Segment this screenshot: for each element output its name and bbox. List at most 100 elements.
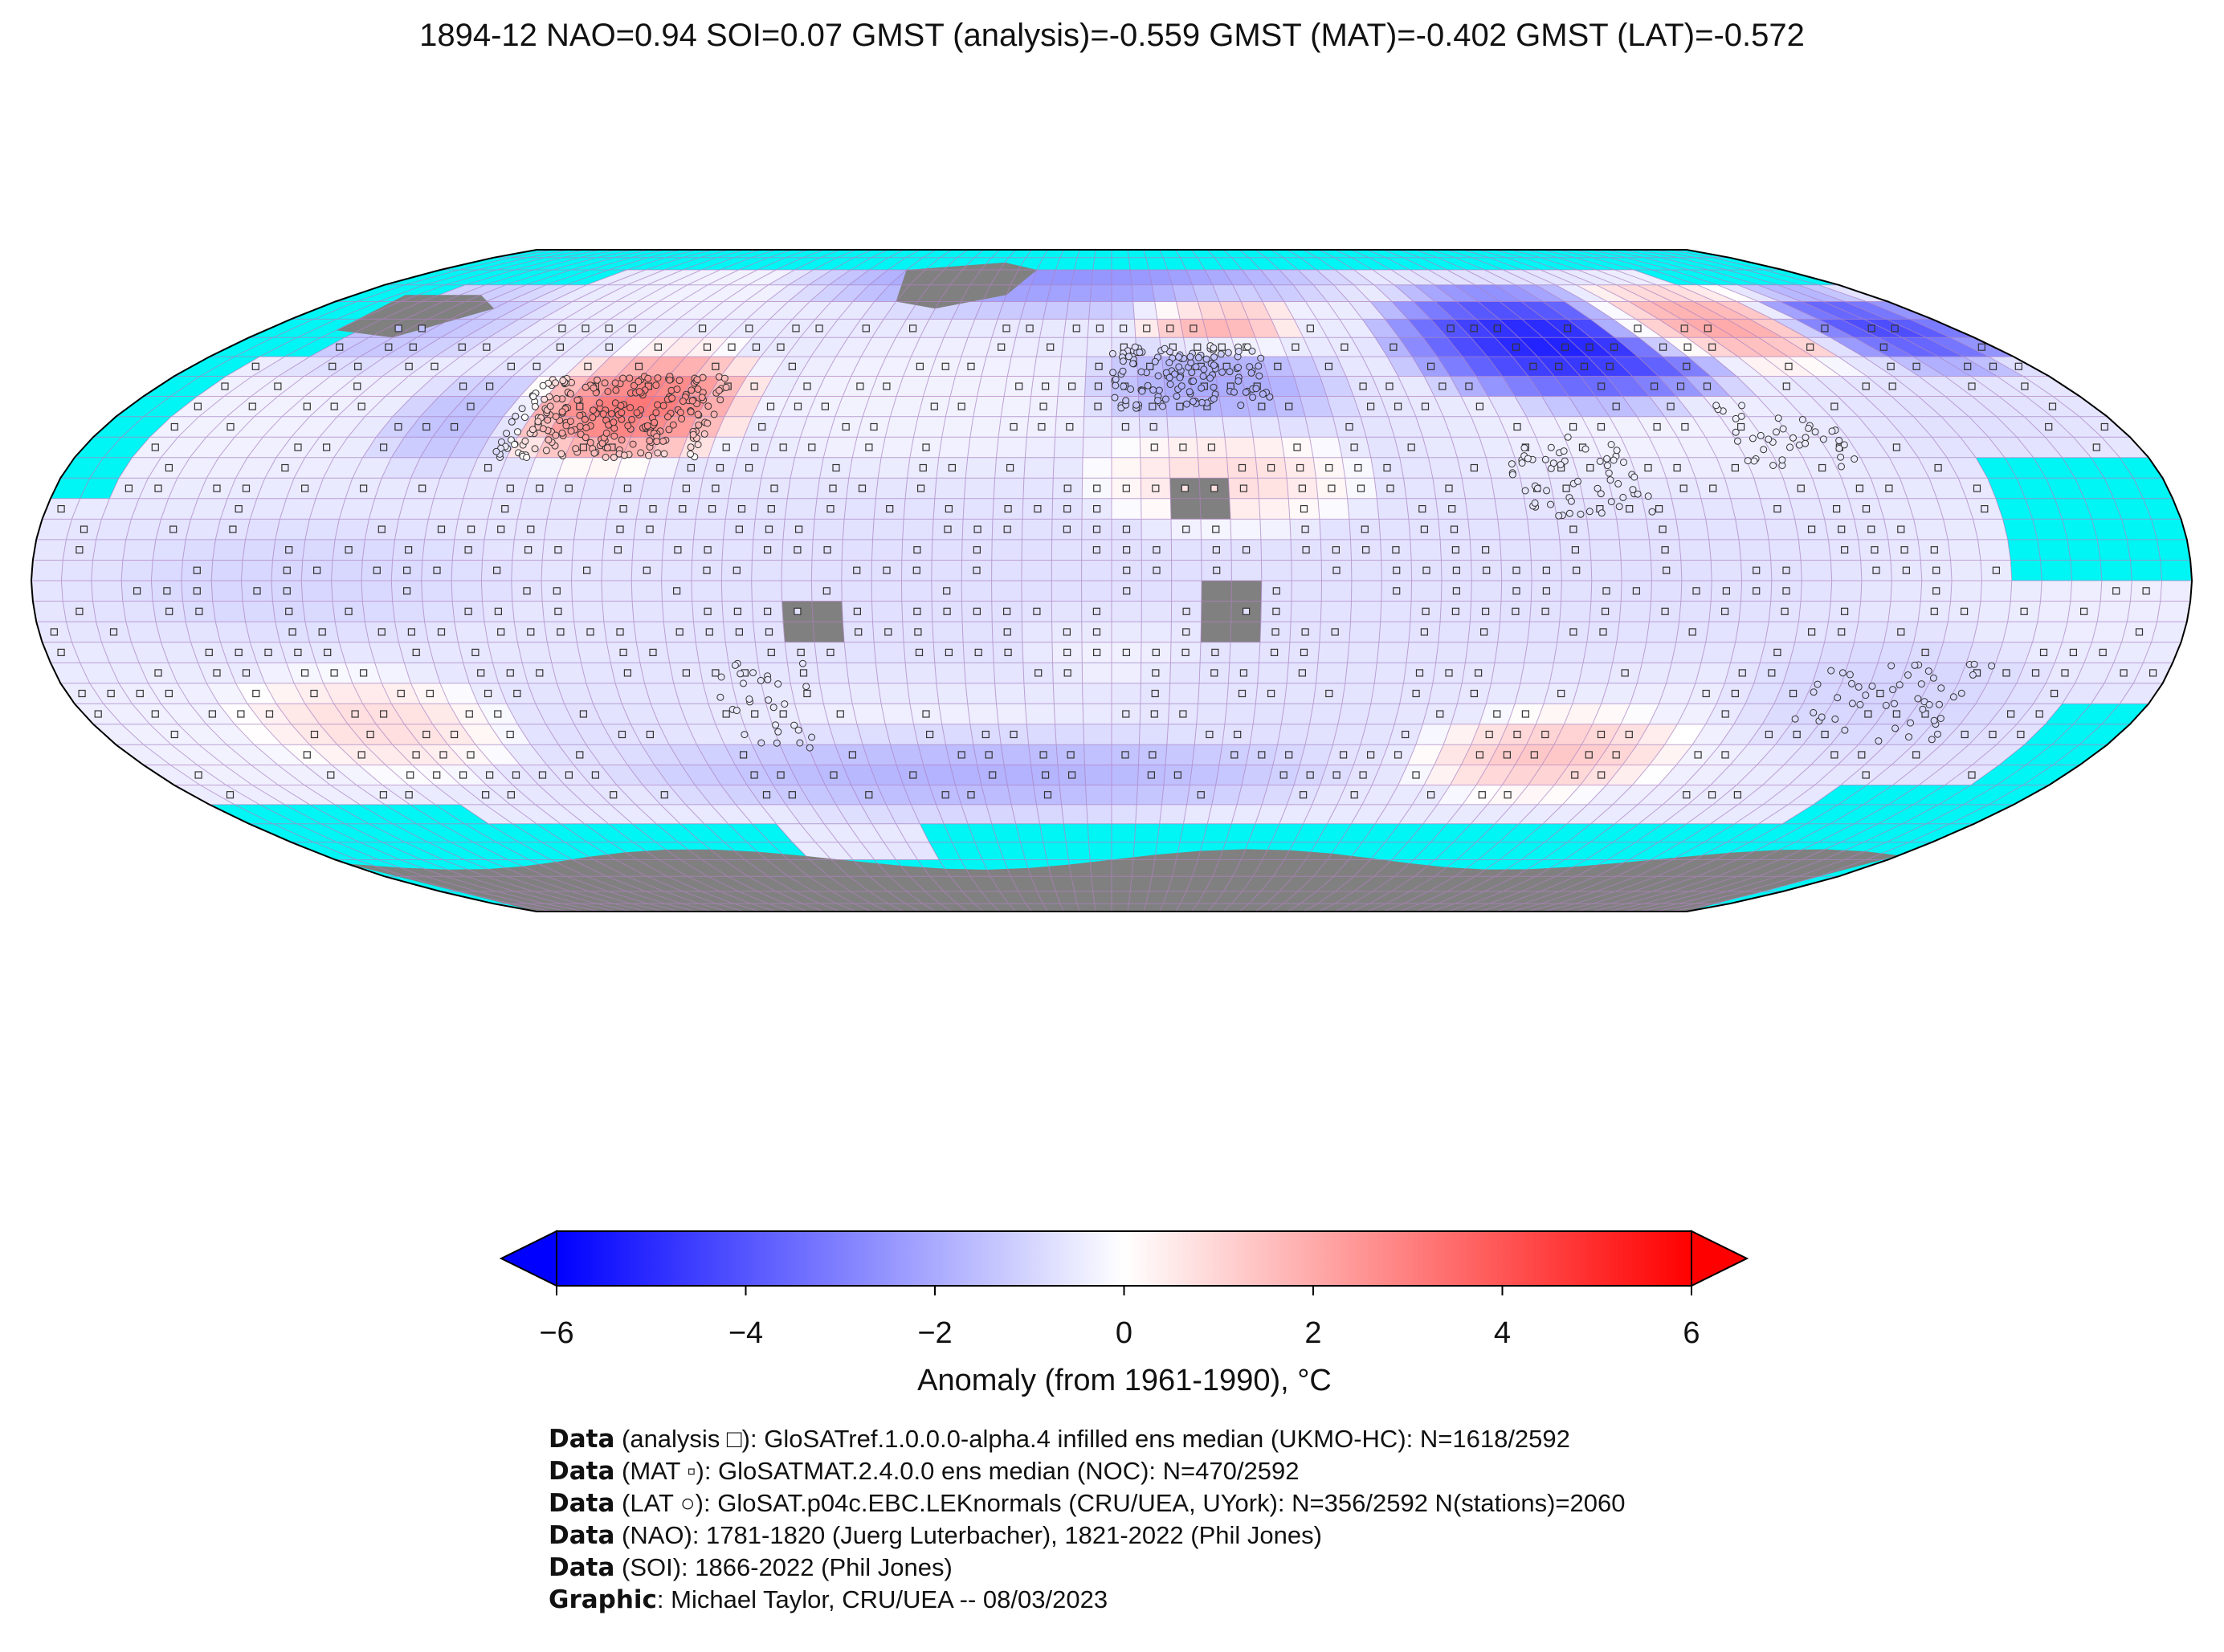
- anomaly-cell: [386, 376, 435, 397]
- anomaly-cell: [667, 270, 720, 285]
- anomaly-cell: [1801, 560, 1832, 581]
- mat-station-marker: [538, 771, 547, 779]
- anomaly-cell: [1231, 804, 1263, 824]
- lat-station-marker: [1802, 439, 1810, 447]
- anomaly-cell: [1273, 284, 1306, 302]
- lat-station-marker: [1607, 498, 1615, 506]
- anomaly-cell: [2097, 601, 2131, 622]
- anomaly-cell: [1950, 581, 1982, 602]
- anomaly-cell: [687, 270, 739, 285]
- colorbar-tick-label: 2: [1304, 1316, 1321, 1350]
- lat-station-marker: [552, 431, 560, 439]
- mat-station-marker: [1072, 324, 1080, 332]
- mat-station-marker: [163, 587, 171, 595]
- lat-station-marker: [1210, 383, 1218, 391]
- credit-line-analysis: Data (analysis □): GloSATref.1.0.0.0-alp…: [549, 1425, 1570, 1454]
- anomaly-cell: [871, 539, 903, 561]
- anomaly-cell: [1487, 396, 1527, 417]
- anomaly-cell: [1730, 498, 1765, 520]
- anomaly-cell: [428, 642, 463, 663]
- anomaly-cell: [610, 804, 657, 824]
- mat-station-marker: [2051, 689, 2059, 698]
- lat-station-marker: [1838, 463, 1845, 471]
- mat-station-marker: [1383, 463, 1391, 472]
- anomaly-cell: [1253, 437, 1285, 458]
- anomaly-cell: [1943, 519, 1978, 540]
- mat-station-marker: [735, 525, 744, 533]
- mat-station-marker: [704, 607, 712, 615]
- anomaly-cell: [1540, 270, 1597, 285]
- anomaly-cell: [1705, 519, 1739, 540]
- lat-station-marker: [572, 445, 580, 453]
- anomaly-cell: [1945, 744, 1997, 765]
- anomaly-cell: [1543, 804, 1588, 824]
- anomaly-cell: [1051, 601, 1082, 622]
- mat-station-marker: [310, 689, 318, 698]
- anomaly-cell: [1422, 804, 1463, 824]
- mat-station-marker: [1992, 566, 2000, 574]
- anomaly-cell: [1316, 270, 1354, 285]
- mat-station-marker: [1555, 362, 1563, 370]
- anomaly-cell: [1524, 642, 1557, 663]
- lat-station-marker: [1828, 427, 1836, 435]
- anomaly-cell: [161, 642, 198, 663]
- anomaly-cell: [1526, 416, 1565, 438]
- anomaly-cell: [776, 823, 815, 842]
- lat-station-marker: [678, 415, 686, 422]
- anomaly-cell: [1112, 284, 1133, 302]
- anomaly-cell: [247, 437, 292, 458]
- lat-station-marker: [529, 393, 537, 401]
- anomaly-cell: [1136, 785, 1164, 805]
- mat-station-marker: [336, 343, 344, 351]
- anomaly-cell: [1651, 301, 1704, 320]
- mat-station-marker: [151, 710, 159, 718]
- mat-station-marker: [1003, 628, 1011, 636]
- mat-station-marker: [1436, 710, 1444, 718]
- anomaly-cell: [1637, 663, 1672, 683]
- lat-station-marker: [1210, 395, 1218, 403]
- anomaly-cell: [1572, 683, 1608, 704]
- mat-station-marker: [1733, 791, 1741, 799]
- anomaly-cell: [1277, 416, 1310, 438]
- anomaly-cell: [1083, 744, 1112, 765]
- anomaly-cell: [724, 301, 767, 320]
- anomaly-cell: [1676, 396, 1720, 417]
- mat-station-marker: [151, 443, 159, 451]
- anomaly-cell: [1443, 416, 1479, 438]
- mat-station-marker: [1921, 648, 1929, 657]
- anomaly-cell: [1860, 581, 1892, 602]
- mat-station-marker: [2092, 443, 2100, 451]
- anomaly-cell: [356, 357, 410, 377]
- anomaly-cell: [1428, 683, 1463, 704]
- anomaly-cell: [1737, 284, 1802, 302]
- mat-station-marker: [973, 546, 981, 554]
- anomaly-cell: [362, 539, 395, 561]
- anomaly-cell: [1972, 396, 2025, 417]
- anomaly-cell: [547, 498, 582, 520]
- lat-station-marker: [590, 384, 598, 392]
- anomaly-cell: [1333, 284, 1371, 302]
- anomaly-cell: [1001, 396, 1031, 417]
- mat-station-marker: [1063, 484, 1071, 492]
- mat-station-marker: [133, 587, 141, 595]
- anomaly-cell: [885, 724, 918, 745]
- anomaly-cell: [877, 785, 912, 805]
- anomaly-cell: [581, 478, 615, 499]
- anomaly-cell: [275, 704, 320, 724]
- anomaly-cell: [1867, 765, 1919, 785]
- anomaly-cell: [1372, 765, 1408, 785]
- mat-station-marker: [1293, 443, 1301, 451]
- anomaly-cell: [968, 319, 998, 338]
- anomaly-cell: [1677, 284, 1737, 302]
- mat-station-marker: [494, 607, 503, 615]
- mat-station-marker: [1773, 648, 1781, 657]
- mat-station-marker: [941, 791, 949, 799]
- lat-station-marker: [1619, 493, 1627, 501]
- anomaly-cell: [1407, 744, 1444, 765]
- mat-station-marker: [1934, 463, 1942, 472]
- lat-station-marker: [1149, 386, 1157, 394]
- anomaly-cell: [1614, 804, 1663, 824]
- anomaly-cell: [1902, 337, 1964, 357]
- anomaly-cell: [635, 804, 680, 824]
- mat-station-marker: [50, 628, 59, 636]
